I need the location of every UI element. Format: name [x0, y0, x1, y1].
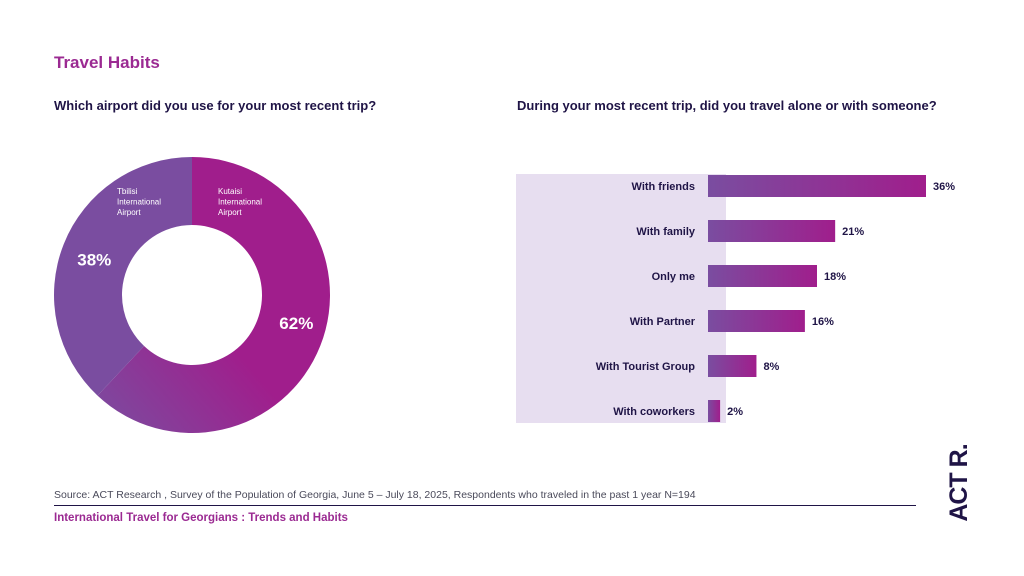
bar-category-label-0: With friends — [632, 181, 695, 193]
donut-chart-title: Which airport did you use for your most … — [54, 98, 377, 113]
bar-value-label-5: 2% — [727, 406, 743, 418]
bar-2 — [708, 265, 817, 287]
source-note: Source: ACT Research , Survey of the Pop… — [54, 489, 696, 501]
bar-category-label-1: With family — [636, 226, 695, 238]
bar-1 — [708, 220, 836, 242]
footer-divider — [54, 505, 916, 506]
bar-4 — [708, 355, 757, 377]
donut-slice-0 — [97, 157, 330, 433]
bar-value-label-2: 18% — [824, 271, 846, 283]
bar-value-label-1: 21% — [842, 226, 864, 238]
donut-slice-1 — [54, 157, 192, 396]
page-title: Travel Habits — [54, 53, 160, 72]
bar-3 — [708, 310, 805, 332]
bar-value-label-4: 8% — [763, 361, 779, 373]
bar-category-label-2: Only me — [652, 271, 695, 283]
donut-value-label-1: 38% — [77, 250, 111, 269]
footer-title: International Travel for Georgians : Tre… — [54, 512, 348, 524]
bar-category-label-5: With coworkers — [613, 406, 695, 418]
bar-chart-title: During your most recent trip, did you tr… — [517, 98, 937, 113]
donut-chart: 62% Kutaisi International Airport 38% Tbilisi… — [54, 157, 330, 433]
bar-value-label-0: 36% — [933, 181, 955, 193]
bar-5 — [708, 400, 721, 422]
act-logo: ACT R. — [944, 444, 974, 522]
donut-value-label-0: 62% — [279, 314, 313, 333]
bar-chart: With friends 36% With family 21% Only me 18% W… — [516, 174, 955, 423]
bar-0 — [708, 175, 926, 197]
bar-chart-background — [516, 174, 726, 423]
bar-category-label-3: With Partner — [630, 316, 696, 328]
donut-category-label-0: Kutaisi International Airport — [218, 187, 262, 217]
donut-category-label-1: Tbilisi International Airport — [117, 187, 161, 217]
act-logo-text: ACT R. — [945, 444, 973, 522]
bar-category-label-4: With Tourist Group — [596, 361, 696, 373]
bar-value-label-3: 16% — [812, 316, 834, 328]
